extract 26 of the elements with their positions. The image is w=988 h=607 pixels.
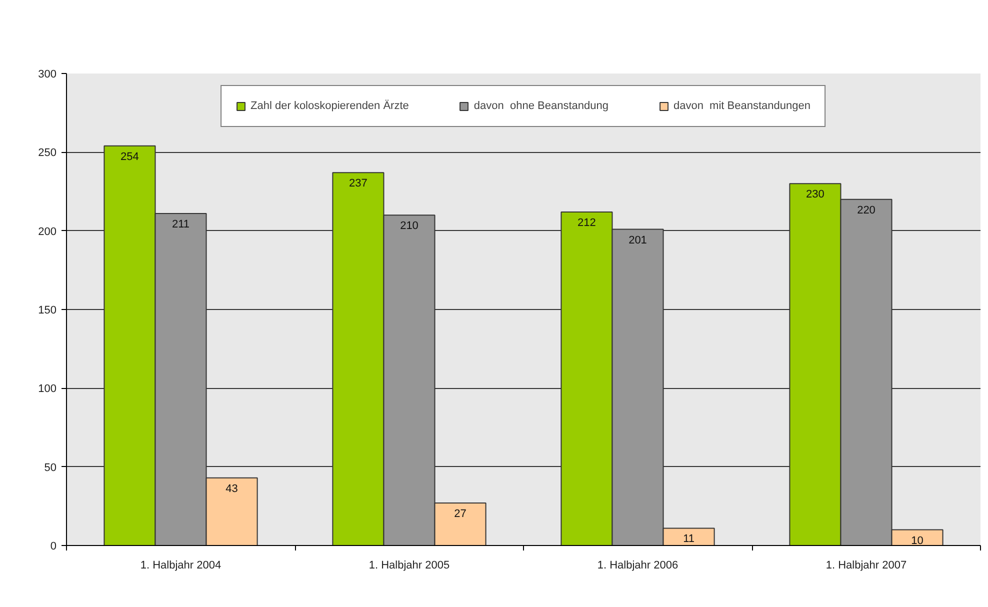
data-label: 237 — [349, 178, 368, 190]
data-label: 43 — [226, 482, 238, 495]
y-tick-label: 250 — [38, 147, 57, 160]
x-tick-label: 1. Halbjahr 2006 — [597, 560, 678, 572]
data-label: 10 — [911, 534, 924, 547]
data-label: 220 — [857, 204, 876, 216]
y-tick-label: 0 — [50, 540, 57, 552]
data-label: 11 — [683, 533, 694, 546]
data-label: 211 — [172, 218, 190, 231]
data-label: 254 — [120, 150, 139, 163]
data-label: 201 — [628, 234, 647, 246]
data-label: 27 — [454, 508, 466, 520]
legend-label: Zahl der koloskopierenden Ärzte — [250, 100, 409, 112]
x-tick-label: 1. Halbjahr 2004 — [140, 560, 222, 572]
y-tick-label: 100 — [38, 383, 57, 396]
data-label: 212 — [578, 216, 596, 229]
y-tick-label: 150 — [38, 304, 57, 316]
x-tick-label: 1. Halbjahr 2007 — [826, 560, 907, 572]
y-tick-label: 50 — [44, 462, 57, 474]
legend-label: davon ohne Beanstandung — [474, 100, 608, 112]
data-label: 210 — [400, 220, 418, 232]
legend-label: davon mit Beanstandungen — [673, 100, 810, 112]
data-label: 230 — [806, 188, 824, 201]
x-tick-label: 1. Halbjahr 2005 — [368, 560, 450, 572]
y-tick-label: 300 — [38, 68, 57, 80]
y-tick-label: 200 — [38, 226, 57, 238]
